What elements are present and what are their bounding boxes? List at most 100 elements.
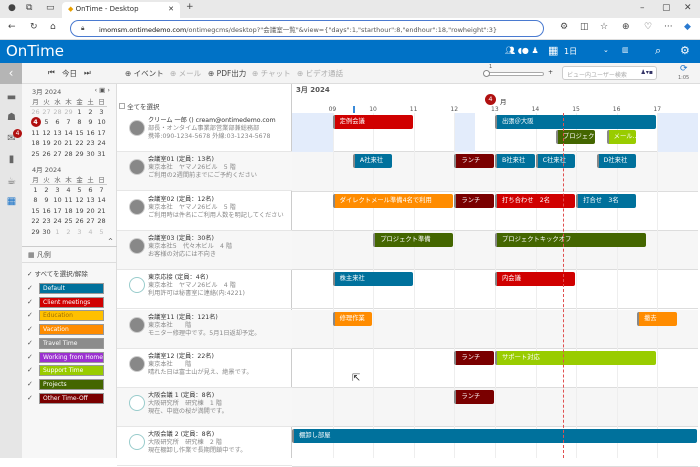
calendar-day[interactable]: 22 (31, 217, 40, 226)
calendar-day[interactable]: 4 (30, 117, 41, 128)
calendar-day[interactable]: 5 (77, 186, 82, 194)
close-window-icon[interactable]: ✕ (684, 3, 692, 13)
calendar-day[interactable]: 5 (99, 227, 104, 236)
collections-icon[interactable]: ⊕ (622, 22, 630, 32)
check-icon[interactable]: ✓ (27, 379, 33, 388)
coffee-icon[interactable]: ☕︎ (7, 176, 16, 187)
group-toggle-icon[interactable]: 👥︎ ◖● ♟ (505, 46, 539, 55)
calendar-day[interactable]: 20 (86, 206, 95, 215)
calendar-day[interactable]: 17 (97, 128, 106, 137)
calendar-day[interactable]: 13 (53, 128, 62, 137)
calendar-day[interactable]: 8 (77, 118, 82, 127)
select-all-checkbox[interactable]: 全てを選択 (119, 101, 159, 111)
calendar-day[interactable]: 18 (31, 139, 40, 148)
calendar-day[interactable]: 1 (55, 227, 60, 236)
event-bar[interactable]: B社来社 (495, 154, 535, 169)
legend-item[interactable]: ✓ Default (27, 283, 117, 294)
gear-icon[interactable]: ⚙ (680, 44, 690, 57)
calendar-day[interactable]: 28 (53, 108, 62, 116)
extensions-icon[interactable]: ⚙ (560, 22, 569, 32)
resource-row[interactable]: クリーム 一郎 () cream@ontimedemo.com 部長・オンタイム事… (117, 113, 292, 152)
check-icon[interactable]: ✓ (27, 311, 33, 320)
pdf-button[interactable]: ⊕ PDF出力 (208, 69, 247, 78)
calendar-day[interactable]: 4 (66, 186, 71, 194)
calendar-day[interactable]: 9 (44, 196, 49, 205)
check-icon[interactable]: ✓ (27, 297, 33, 306)
event-bar[interactable]: メール... (606, 130, 637, 144)
event-bar[interactable]: 打合せ 3名 (576, 193, 637, 208)
resource-row[interactable]: 会議室03 (定員：30名) 東京本社5 代々木ビル 4 階お客様の対応には不向き (117, 230, 292, 270)
calendar-day[interactable]: 18 (64, 206, 73, 215)
workspaces-icon[interactable]: ⧉ (26, 3, 33, 13)
calendar-day[interactable]: 3 (99, 108, 104, 116)
event-bar[interactable]: 棚卸し部屋 (292, 429, 697, 444)
event-bar[interactable]: ランチ (454, 390, 494, 405)
calendar-day[interactable]: 3 (77, 227, 82, 236)
calendar-day[interactable]: 12 (75, 196, 84, 205)
reload-icon[interactable]: ↻ (30, 22, 38, 32)
calendar-day[interactable]: 20 (53, 139, 62, 148)
day-number-badge[interactable]: 4 (485, 94, 496, 105)
calendar-day[interactable]: 24 (97, 139, 106, 148)
favorites-icon[interactable]: ☆ (600, 22, 609, 32)
refresh-icon[interactable]: ⟳ (680, 64, 688, 74)
maximize-icon[interactable]: ▢ (662, 3, 671, 13)
event-bar[interactable]: 内会議 (495, 272, 576, 287)
calendar-day[interactable]: 1 (33, 186, 38, 194)
calendar-day[interactable]: 16 (86, 128, 95, 137)
calendar-day[interactable]: 30 (86, 149, 95, 158)
calendar-day[interactable]: 25 (31, 149, 40, 158)
prev-day-icon[interactable]: ⏮ (48, 68, 55, 77)
zoom-slider[interactable] (483, 70, 544, 77)
collapse-sidebar-button[interactable]: ‹ (0, 63, 22, 84)
calendar-day[interactable]: 11 (31, 128, 40, 137)
event-bar[interactable]: ランチ (454, 193, 494, 208)
zoom-in-icon[interactable]: + (548, 69, 554, 76)
calendar-day[interactable]: 26 (31, 108, 40, 116)
event-bar[interactable]: ランチ (454, 350, 494, 365)
calendar-day[interactable]: 21 (64, 139, 73, 148)
calendar-day[interactable]: 23 (86, 139, 95, 148)
split-screen-icon[interactable]: ◫ (580, 22, 589, 32)
month-nav-icon[interactable]: ‹ ▣ › (94, 86, 110, 94)
browser-essentials-icon[interactable]: ♡ (644, 22, 653, 32)
calendar-day[interactable]: 9 (88, 118, 93, 127)
minimize-icon[interactable]: – (640, 3, 645, 13)
event-bar[interactable]: ダイレクトメール準備4名で利用 (332, 193, 454, 208)
calendar-day[interactable]: 14 (64, 128, 73, 137)
url-input[interactable]: 🔒︎ imomsm.ontimedemo.com/ontimegcms/deskt… (70, 20, 544, 37)
resource-row[interactable]: 会議室11 (定員：121名) 東京本社 階モニター修理中です。5月1日返却予定。 (117, 309, 292, 349)
calendar-day[interactable]: 10 (53, 196, 62, 205)
profile-icon[interactable]: ● (8, 3, 16, 13)
grid-apps-icon[interactable]: ▦ (6, 196, 17, 207)
legend-select-all[interactable]: ✓ すべてを選択/解除 (27, 270, 88, 278)
event-bar[interactable]: 出張＠大阪 (495, 115, 657, 129)
legend-item[interactable]: ✓ Working from Home (27, 351, 117, 363)
resource-row[interactable]: 会議室02 (定員：12名) 東京本社 ヤマノ26ビル 5 階ご利用時は件名にご利… (117, 192, 292, 231)
mail-icon[interactable]: ✉ (7, 133, 16, 144)
check-icon[interactable]: ✓ (27, 284, 33, 292)
back-icon[interactable]: ← (8, 22, 16, 32)
calendar-day[interactable]: 15 (31, 206, 40, 215)
event-bar[interactable]: D社来社 (596, 154, 637, 169)
calendar-day[interactable]: 15 (75, 128, 84, 137)
calendar-day[interactable]: 27 (86, 217, 95, 226)
event-button[interactable]: ⊕ イベント (125, 69, 164, 78)
resource-row[interactable]: 会議室01 (定員：13名) 東京本社 ヤマノ26ビル 5 階ご利用の2週間前まで… (117, 152, 292, 192)
calendar-day[interactable]: 25 (64, 217, 73, 226)
resource-row[interactable]: 東京応接 (定員：4名) 東京本社 ヤマノ26ビル 4 階利用許可は秘書室に連絡(… (117, 270, 292, 310)
calendar-view-icon[interactable]: ▬ (6, 92, 17, 103)
calendar-day[interactable]: 19 (42, 139, 51, 148)
legend-item[interactable]: ✓ Other Time-Off (27, 392, 117, 404)
legend-item[interactable]: ✓ Vacation (27, 324, 117, 336)
calendar-day[interactable]: 10 (97, 118, 106, 127)
search-user-icon[interactable]: ⌕ (655, 44, 662, 57)
calendar-day[interactable]: 7 (99, 186, 104, 194)
legend-item[interactable]: ✓ Travel Time (27, 337, 117, 349)
calendar-day[interactable]: 3 (55, 186, 60, 194)
close-tab-icon[interactable]: ✕ (168, 5, 174, 13)
collapse-calendar-icon[interactable]: ^ (108, 238, 114, 245)
event-bar[interactable]: C社来社 (535, 154, 576, 169)
resource-row[interactable]: 大阪会議 1 (定員：8名) 大阪研究所 研究棟 1 階現在、中庭の桜が満開です。 (117, 388, 292, 428)
calendar-day[interactable]: 24 (53, 217, 62, 226)
